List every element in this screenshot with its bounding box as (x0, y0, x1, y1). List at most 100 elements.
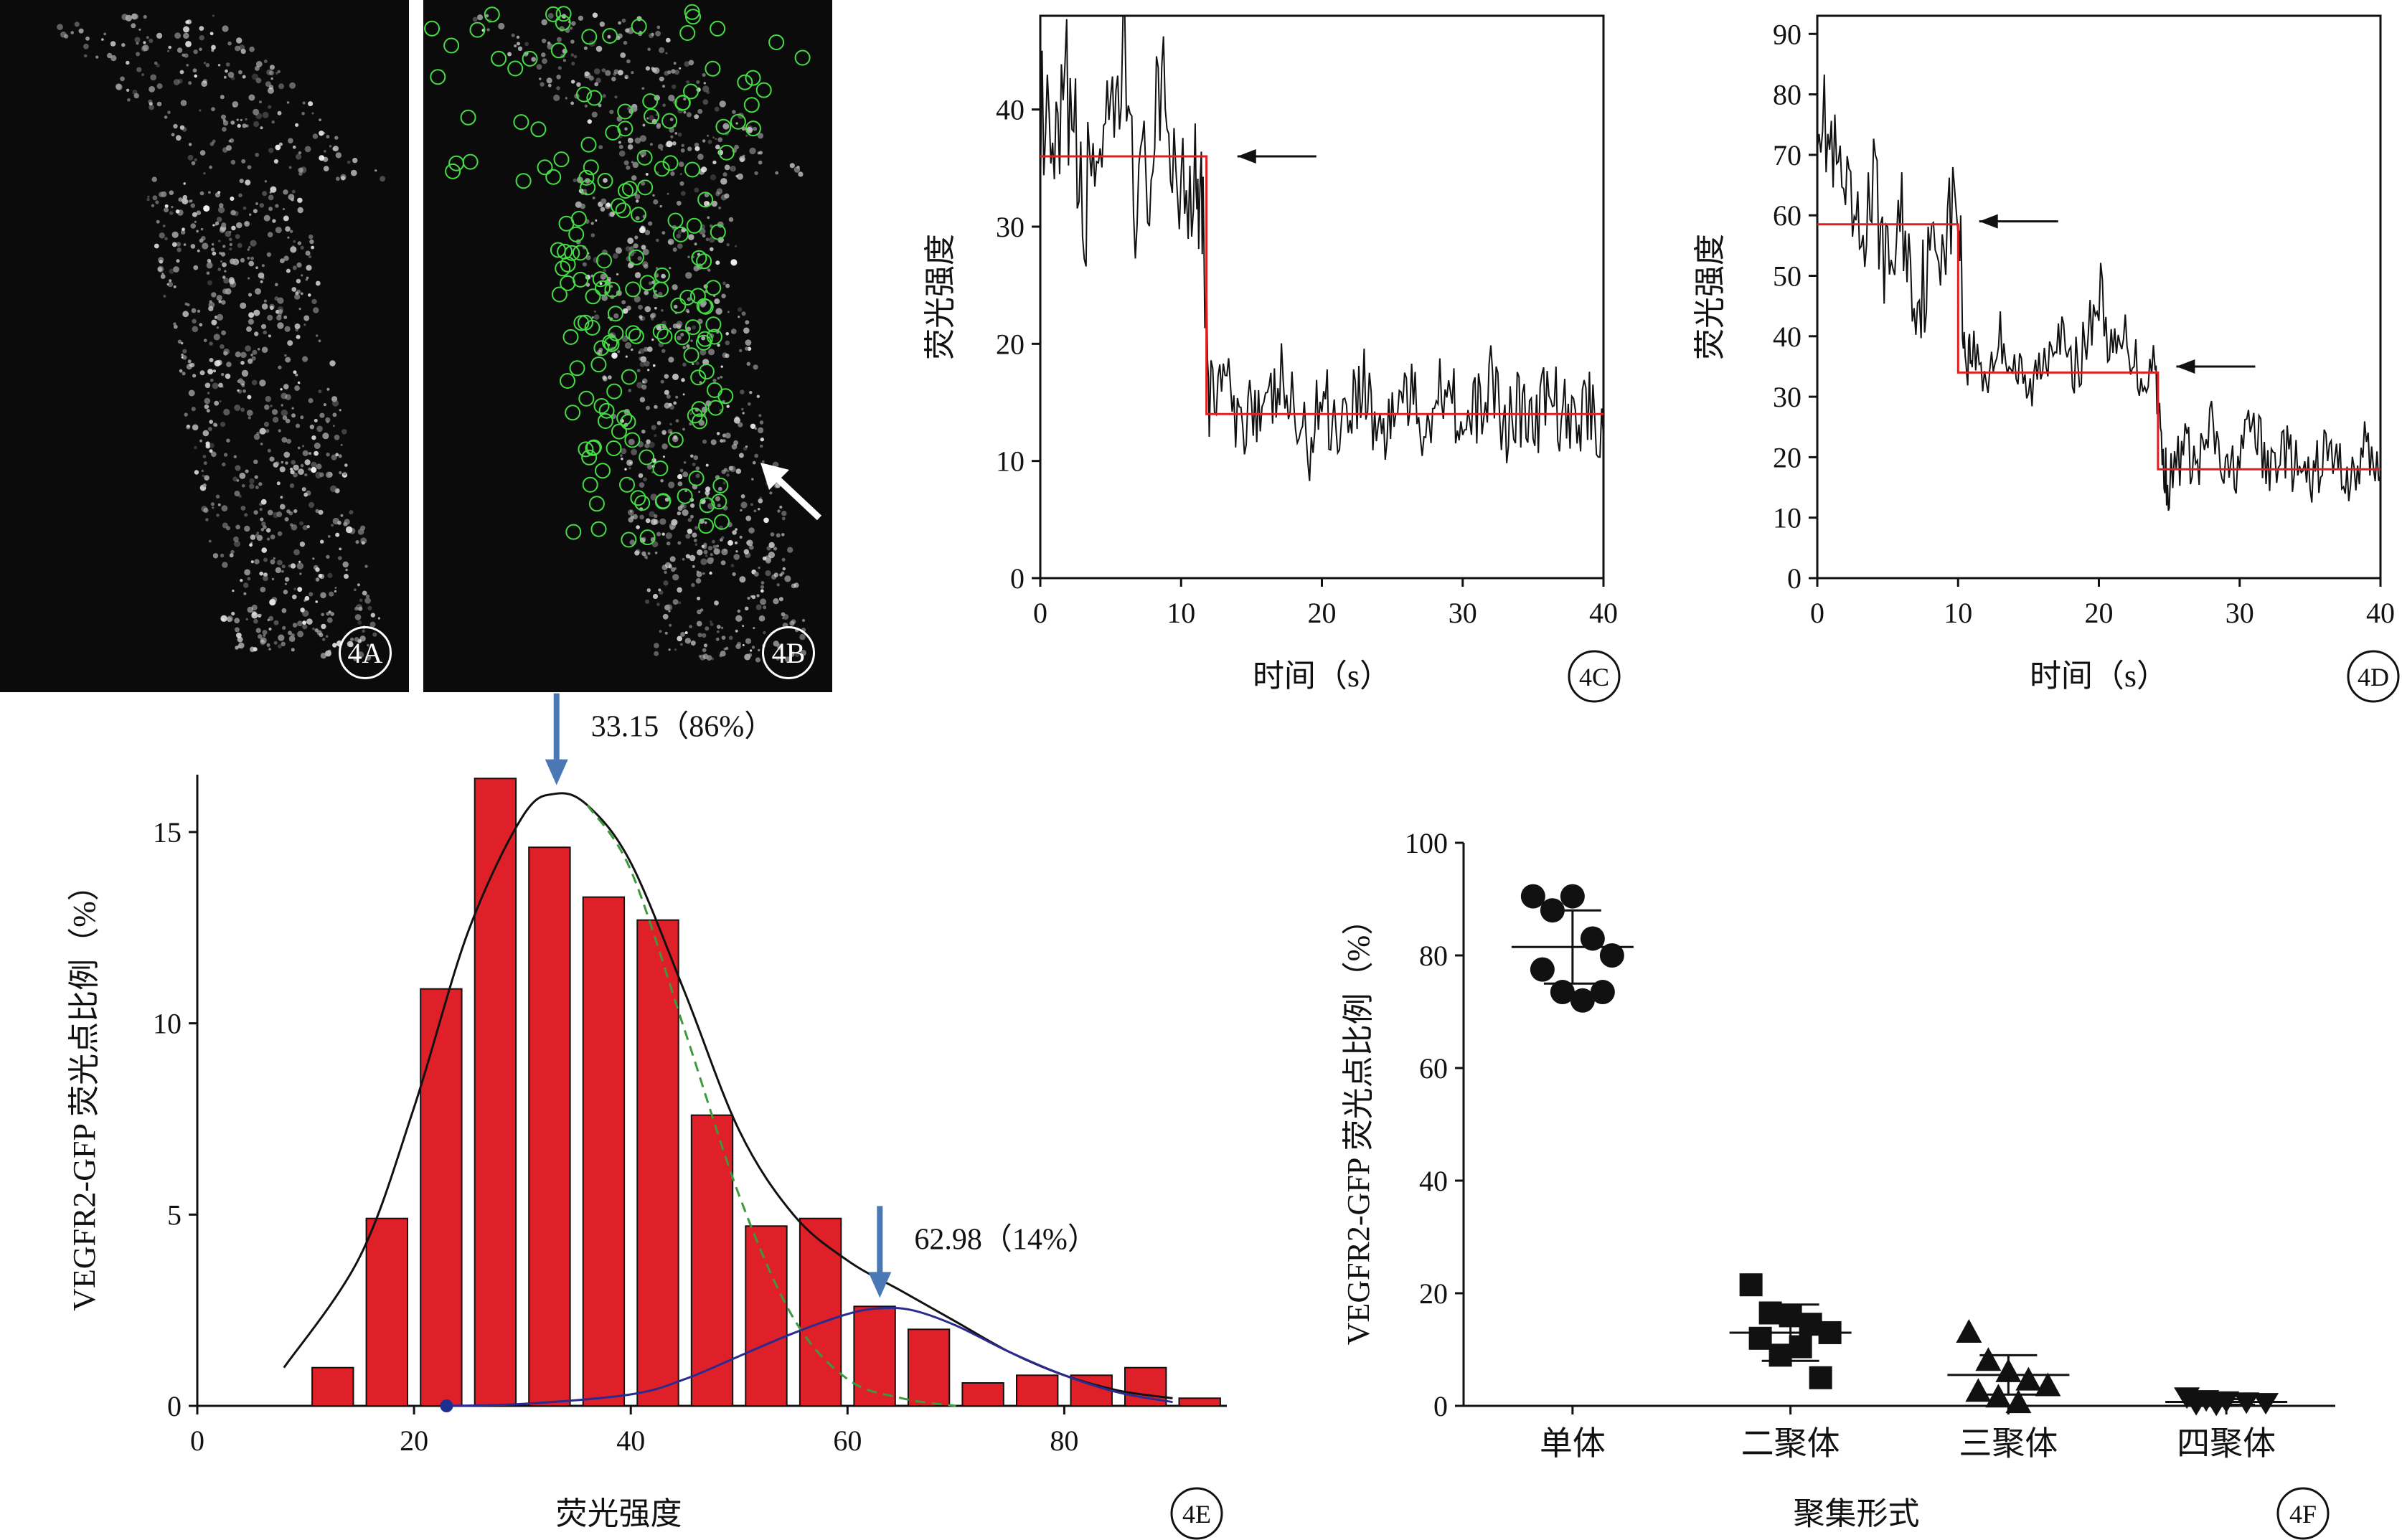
panel-label-4b: 4B (762, 626, 815, 679)
fluorescent-spot (253, 121, 260, 128)
fluorescent-spot (717, 486, 722, 491)
detection-circle (617, 121, 634, 137)
fluorescent-spot (334, 587, 337, 589)
fluorescent-spot (238, 378, 243, 384)
fluorescent-spot (639, 397, 646, 402)
fluorescent-spot (750, 649, 753, 652)
fluorescent-spot (311, 467, 317, 473)
fluorescent-spot (322, 433, 329, 440)
fluorescent-spot (240, 579, 243, 582)
detection-circle (654, 161, 670, 177)
fluorescent-spot (787, 547, 793, 553)
fluorescent-spot (714, 298, 720, 305)
fluorescent-spot (622, 308, 628, 314)
fluorescent-spot (259, 508, 263, 511)
fluorescent-spot (697, 596, 701, 600)
fluorescent-spot (760, 581, 765, 585)
fluorescent-spot (300, 415, 304, 420)
pointer-arrow-head (760, 463, 789, 490)
fluorescent-spot (711, 539, 715, 544)
fluorescent-spot (276, 481, 281, 486)
detection-circle (698, 364, 715, 379)
fluorescent-spot (721, 636, 726, 640)
detection-circle (631, 18, 647, 34)
data-point-circle (1520, 884, 1545, 909)
fluorescent-spot (375, 169, 377, 172)
fluorescent-spot (710, 623, 714, 626)
fluorescent-spot (110, 55, 117, 62)
data-point-triangle-down (2253, 1393, 2279, 1415)
fluorescent-spot (322, 638, 326, 641)
fluorescent-spot (266, 643, 270, 647)
fluorescent-spot (184, 412, 188, 417)
fluorescent-spot (156, 219, 160, 224)
fluorescent-spot (654, 290, 657, 293)
fluorescent-spot (298, 171, 303, 176)
fluorescent-spot (712, 136, 715, 139)
y-tick-label: 0 (1433, 1390, 1448, 1422)
fluorescent-spot (689, 422, 692, 426)
detection-circle (607, 306, 623, 322)
fluorescent-spot (295, 328, 298, 332)
fluorescent-spot (710, 620, 712, 623)
fluorescent-spot (285, 461, 288, 465)
fluorescent-spot (677, 132, 682, 137)
fluorescent-spot (220, 95, 225, 100)
fluorescent-spot (637, 256, 642, 261)
fluorescent-spot (781, 533, 785, 537)
fluorescent-spot (644, 346, 649, 352)
fluorescent-spot (249, 543, 253, 547)
fluorescent-spot (194, 445, 197, 450)
fluorescent-spot (725, 283, 730, 288)
detection-circle (639, 449, 655, 466)
fluorescent-spot (166, 283, 169, 285)
fluorescent-spot (270, 77, 273, 80)
fluorescent-spot (692, 325, 697, 330)
fluorescent-spot (297, 207, 303, 214)
fluorescent-spot (242, 75, 246, 79)
detection-circle (582, 476, 598, 493)
fluorescent-spot (360, 525, 366, 531)
fluorescent-spot (190, 223, 197, 229)
fluorescent-spot (335, 453, 339, 457)
fluorescent-spot (690, 641, 696, 646)
fluorescent-spot (295, 373, 298, 377)
fluorescent-spot (762, 556, 767, 561)
y-axis-label: 荧光强度 (923, 234, 958, 360)
fluorescent-spot (315, 600, 319, 603)
fluorescent-spot (283, 451, 291, 458)
fluorescent-spot (672, 599, 679, 605)
fluorescent-spot (208, 191, 211, 194)
fluorescent-spot (296, 562, 304, 570)
fluorescent-spot (120, 76, 125, 82)
detection-circle (697, 331, 713, 347)
fluorescent-spot (758, 499, 763, 504)
fluorescent-spot (267, 87, 274, 94)
detection-circle (628, 249, 644, 265)
detection-circle (513, 114, 529, 131)
fluorescent-spot (570, 27, 573, 30)
detection-circle (690, 369, 707, 386)
fluorescent-spot (294, 385, 300, 391)
detection-circle (565, 405, 581, 421)
fluorescent-spot (186, 364, 192, 370)
fluorescent-spot (308, 501, 315, 509)
fluorescent-spot (290, 563, 296, 569)
fluorescent-spot (703, 643, 708, 648)
fluorescent-spot (725, 353, 730, 359)
fluorescent-spot (205, 518, 209, 521)
fluorescent-spot (230, 209, 236, 216)
fluorescent-spot (705, 626, 710, 631)
fluorescent-spot (656, 324, 662, 331)
detection-circle (743, 97, 760, 113)
fluorescent-spot (702, 72, 706, 77)
fluorescent-spot (644, 306, 651, 313)
fluorescent-spot (705, 554, 708, 557)
fluorescent-spot (624, 468, 627, 471)
fluorescent-spot (224, 270, 227, 273)
fluorescent-spot (639, 135, 646, 142)
fluorescent-spot (673, 401, 677, 405)
fluorescent-spot (115, 83, 122, 90)
detection-circle (625, 325, 641, 341)
fluorescent-spot (271, 597, 278, 603)
